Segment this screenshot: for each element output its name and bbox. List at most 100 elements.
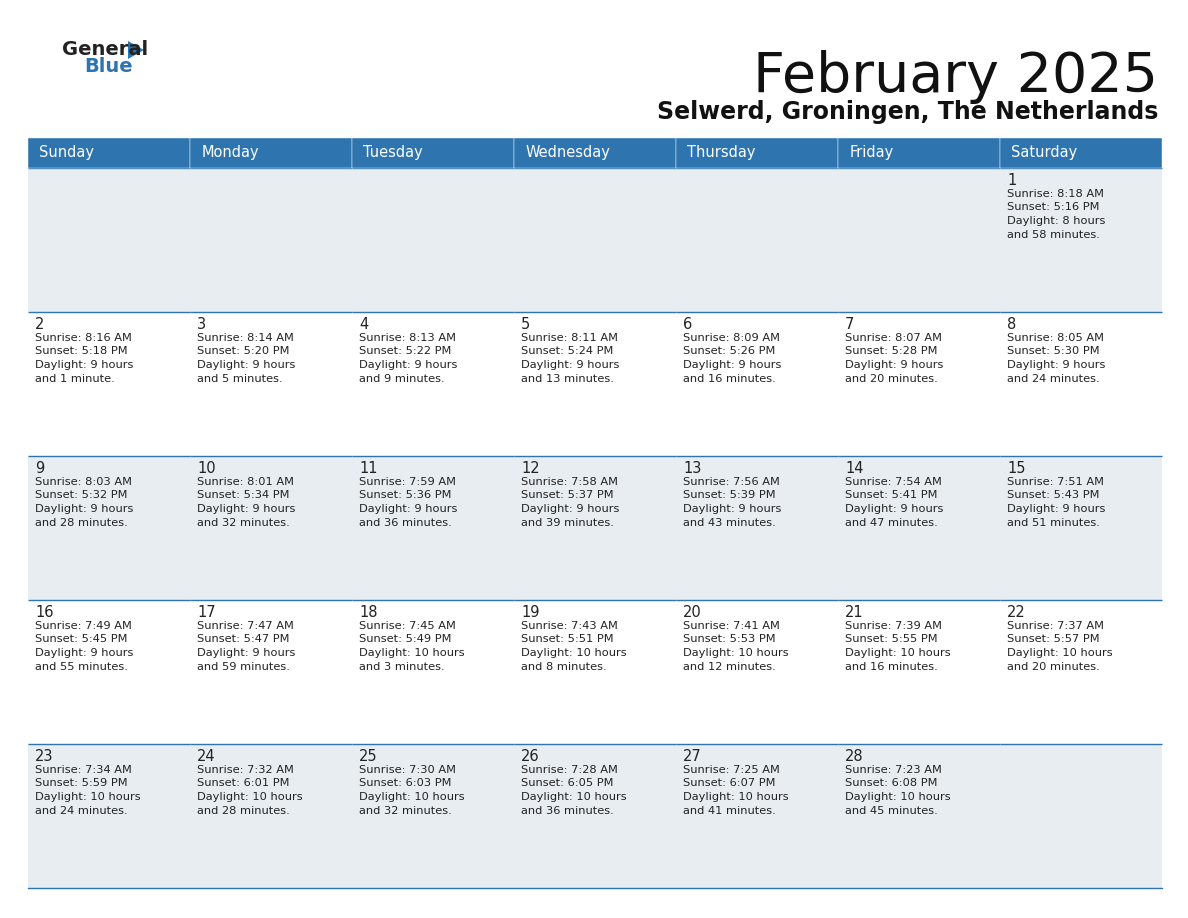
Bar: [1000, 168, 1162, 312]
Text: Sunrise: 7:37 AM: Sunrise: 7:37 AM: [1007, 621, 1104, 631]
Bar: [1000, 600, 1162, 744]
Text: Daylight: 9 hours: Daylight: 9 hours: [34, 648, 133, 658]
Text: Daylight: 9 hours: Daylight: 9 hours: [522, 360, 619, 370]
Text: Daylight: 10 hours: Daylight: 10 hours: [1007, 648, 1113, 658]
Text: Sunset: 5:39 PM: Sunset: 5:39 PM: [683, 490, 776, 500]
Text: Sunrise: 8:18 AM: Sunrise: 8:18 AM: [1007, 189, 1104, 199]
Text: Daylight: 9 hours: Daylight: 9 hours: [845, 504, 943, 514]
Text: Sunset: 5:32 PM: Sunset: 5:32 PM: [34, 490, 127, 500]
Text: Daylight: 9 hours: Daylight: 9 hours: [359, 504, 457, 514]
Text: and 13 minutes.: and 13 minutes.: [522, 374, 614, 384]
Text: Sunrise: 8:01 AM: Sunrise: 8:01 AM: [197, 477, 293, 487]
Text: Daylight: 9 hours: Daylight: 9 hours: [845, 360, 943, 370]
Text: Wednesday: Wednesday: [525, 145, 611, 161]
Text: and 24 minutes.: and 24 minutes.: [1007, 374, 1100, 384]
Text: 7: 7: [845, 317, 854, 332]
Text: Sunset: 6:07 PM: Sunset: 6:07 PM: [683, 778, 776, 789]
Text: Daylight: 9 hours: Daylight: 9 hours: [1007, 504, 1105, 514]
Text: Sunrise: 7:34 AM: Sunrise: 7:34 AM: [34, 765, 132, 775]
Text: 15: 15: [1007, 461, 1025, 476]
Text: Sunrise: 8:11 AM: Sunrise: 8:11 AM: [522, 333, 618, 343]
Text: and 28 minutes.: and 28 minutes.: [197, 805, 290, 815]
Text: Thursday: Thursday: [688, 145, 756, 161]
Text: Sunrise: 7:32 AM: Sunrise: 7:32 AM: [197, 765, 293, 775]
Text: and 9 minutes.: and 9 minutes.: [359, 374, 444, 384]
Bar: [29, 600, 190, 744]
Text: Sunset: 5:59 PM: Sunset: 5:59 PM: [34, 778, 127, 789]
Bar: [838, 168, 1000, 312]
Bar: [838, 744, 1000, 888]
Text: Sunset: 5:16 PM: Sunset: 5:16 PM: [1007, 203, 1100, 212]
Bar: [352, 312, 514, 456]
Text: Daylight: 9 hours: Daylight: 9 hours: [683, 504, 782, 514]
Bar: [838, 600, 1000, 744]
Bar: [29, 744, 190, 888]
Bar: [190, 600, 352, 744]
Bar: [1000, 312, 1162, 456]
Text: Sunrise: 7:41 AM: Sunrise: 7:41 AM: [683, 621, 779, 631]
Bar: [514, 312, 676, 456]
Bar: [29, 312, 190, 456]
Text: Sunrise: 7:58 AM: Sunrise: 7:58 AM: [522, 477, 618, 487]
Text: Sunrise: 7:28 AM: Sunrise: 7:28 AM: [522, 765, 618, 775]
Text: and 28 minutes.: and 28 minutes.: [34, 518, 128, 528]
Bar: [190, 456, 352, 600]
Text: Sunset: 5:37 PM: Sunset: 5:37 PM: [522, 490, 614, 500]
Text: 19: 19: [522, 605, 539, 620]
Text: and 16 minutes.: and 16 minutes.: [683, 374, 776, 384]
Text: and 20 minutes.: and 20 minutes.: [845, 374, 937, 384]
Text: Daylight: 8 hours: Daylight: 8 hours: [1007, 216, 1105, 226]
Text: Sunset: 5:57 PM: Sunset: 5:57 PM: [1007, 634, 1100, 644]
Text: Sunrise: 8:13 AM: Sunrise: 8:13 AM: [359, 333, 456, 343]
Text: Sunrise: 7:45 AM: Sunrise: 7:45 AM: [359, 621, 456, 631]
Text: 14: 14: [845, 461, 864, 476]
Text: Blue: Blue: [84, 57, 133, 76]
Text: and 41 minutes.: and 41 minutes.: [683, 805, 776, 815]
Bar: [1000, 456, 1162, 600]
Text: Daylight: 10 hours: Daylight: 10 hours: [359, 648, 465, 658]
Text: 28: 28: [845, 749, 864, 764]
Text: 24: 24: [197, 749, 216, 764]
Bar: [352, 168, 514, 312]
Text: Friday: Friday: [849, 145, 893, 161]
Text: and 43 minutes.: and 43 minutes.: [683, 518, 776, 528]
Text: Sunrise: 7:39 AM: Sunrise: 7:39 AM: [845, 621, 942, 631]
Text: Sunset: 6:01 PM: Sunset: 6:01 PM: [197, 778, 290, 789]
Text: 12: 12: [522, 461, 539, 476]
Text: Sunrise: 8:16 AM: Sunrise: 8:16 AM: [34, 333, 132, 343]
Text: Daylight: 9 hours: Daylight: 9 hours: [34, 360, 133, 370]
Text: 27: 27: [683, 749, 702, 764]
Text: Sunrise: 7:59 AM: Sunrise: 7:59 AM: [359, 477, 456, 487]
Text: Monday: Monday: [201, 145, 259, 161]
Text: and 20 minutes.: and 20 minutes.: [1007, 662, 1100, 671]
Text: and 5 minutes.: and 5 minutes.: [197, 374, 283, 384]
Text: Sunset: 5:26 PM: Sunset: 5:26 PM: [683, 346, 776, 356]
Text: Sunset: 5:20 PM: Sunset: 5:20 PM: [197, 346, 290, 356]
Text: Sunset: 5:18 PM: Sunset: 5:18 PM: [34, 346, 127, 356]
Text: Sunrise: 7:47 AM: Sunrise: 7:47 AM: [197, 621, 293, 631]
Text: 8: 8: [1007, 317, 1016, 332]
Text: Sunrise: 7:25 AM: Sunrise: 7:25 AM: [683, 765, 779, 775]
Text: and 51 minutes.: and 51 minutes.: [1007, 518, 1100, 528]
Text: Daylight: 9 hours: Daylight: 9 hours: [34, 504, 133, 514]
Text: 16: 16: [34, 605, 53, 620]
Text: Sunrise: 7:54 AM: Sunrise: 7:54 AM: [845, 477, 942, 487]
Text: and 16 minutes.: and 16 minutes.: [845, 662, 937, 671]
Text: Daylight: 9 hours: Daylight: 9 hours: [197, 360, 296, 370]
Text: 13: 13: [683, 461, 701, 476]
Text: Tuesday: Tuesday: [364, 145, 423, 161]
Text: 20: 20: [683, 605, 702, 620]
Text: Daylight: 10 hours: Daylight: 10 hours: [683, 792, 789, 802]
Text: Sunset: 5:45 PM: Sunset: 5:45 PM: [34, 634, 127, 644]
Text: 26: 26: [522, 749, 539, 764]
Bar: [514, 600, 676, 744]
Text: Sunset: 6:08 PM: Sunset: 6:08 PM: [845, 778, 937, 789]
Text: Sunset: 5:51 PM: Sunset: 5:51 PM: [522, 634, 614, 644]
Text: Sunset: 5:55 PM: Sunset: 5:55 PM: [845, 634, 937, 644]
Text: Daylight: 9 hours: Daylight: 9 hours: [197, 504, 296, 514]
Text: Daylight: 9 hours: Daylight: 9 hours: [1007, 360, 1105, 370]
Text: Sunrise: 7:56 AM: Sunrise: 7:56 AM: [683, 477, 779, 487]
Bar: [352, 456, 514, 600]
Text: Sunset: 5:24 PM: Sunset: 5:24 PM: [522, 346, 613, 356]
Bar: [29, 168, 190, 312]
